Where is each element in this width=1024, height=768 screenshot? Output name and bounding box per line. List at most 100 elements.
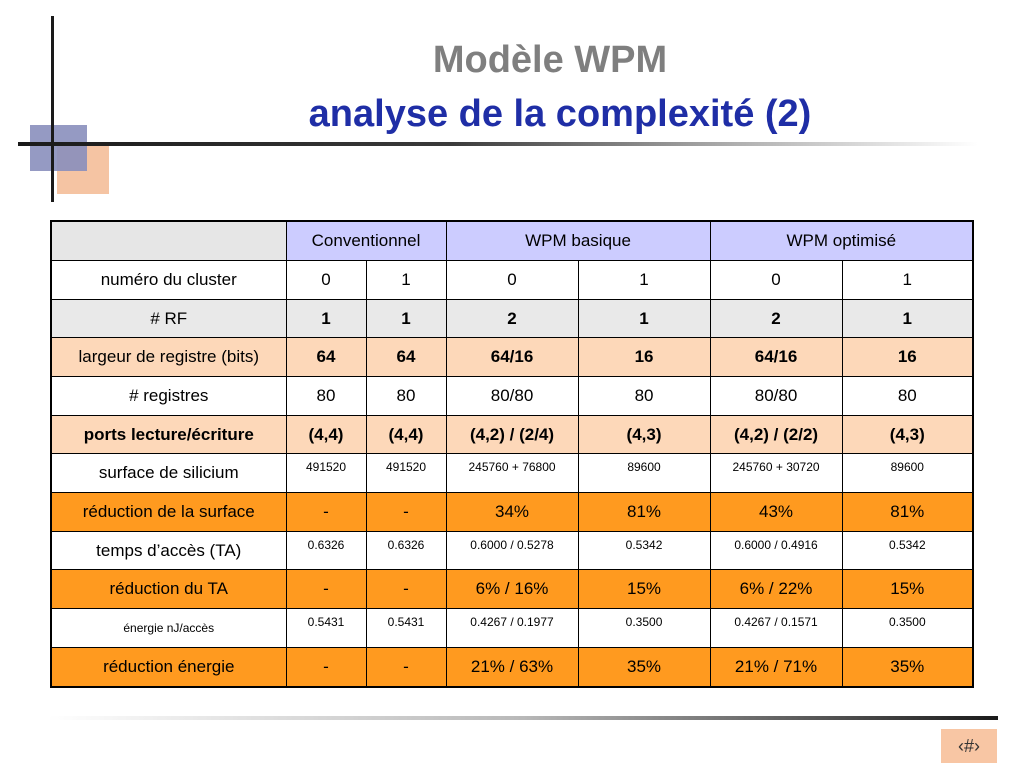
table-row: ports lecture/écriture (4,4) (4,4) (4,2) / … — [50, 414, 974, 455]
table-cell: 0.6000 / 0.5278 — [445, 530, 579, 571]
table-row: numéro du cluster 0 1 0 1 0 1 — [50, 260, 974, 300]
table-cell: 64 — [285, 337, 367, 378]
table-row: réduction de la surface - -34% 81% 43% 81% — [50, 492, 974, 532]
table-cell: 0.4267 / 0.1977 — [445, 608, 579, 648]
table-header-row: Conventionnel WPM basique WPM optimisé — [50, 220, 974, 262]
table-cell: 64/16 — [709, 337, 843, 378]
slide-subtitle: analyse de la complexité (2) — [308, 93, 812, 135]
table-cell: 0 — [445, 260, 579, 300]
row-label: surface de silicium — [50, 453, 287, 494]
table-cell: 81% — [577, 492, 711, 532]
table-cell: 1 — [285, 298, 367, 339]
row-label: largeur de registre (bits) — [50, 337, 287, 378]
table-cell: 0.3500 — [577, 608, 711, 648]
row-label: # RF — [50, 298, 287, 339]
table-cell: (4,3) — [577, 414, 711, 455]
table-cell: 80 — [365, 376, 447, 416]
table-cell: 245760 + 30720 — [709, 453, 843, 494]
table-row: énergie nJ/accès 0.5431 0.5431 0.4267 / 0.1… — [50, 608, 974, 648]
table-cell: (4,2) / (2/4) — [445, 414, 579, 455]
table-row: réduction du TA - -6% / 16% 15% 6% / 22% 15% — [50, 569, 974, 610]
table-cell: 43% — [709, 492, 843, 532]
table-cell: 2 — [709, 298, 843, 339]
table-cell: 81% — [841, 492, 974, 532]
table-cell: 1 — [841, 298, 974, 339]
table-cell: 0.4267 / 0.1571 — [709, 608, 843, 648]
row-label: ports lecture/écriture — [50, 414, 287, 455]
table-cell: 0.6000 / 0.4916 — [709, 530, 843, 571]
table-cell: - — [285, 646, 367, 688]
table-cell: 15% — [841, 569, 974, 610]
table-cell: 1 — [365, 298, 447, 339]
table-cell: 64 — [365, 337, 447, 378]
row-label: réduction énergie — [50, 646, 287, 688]
table-cell: (4,3) — [841, 414, 974, 455]
table-cell: - — [285, 492, 367, 532]
decorative-square-blue — [30, 125, 87, 171]
table-cell: 0.5431 — [365, 608, 447, 648]
table-cell: (4,2) / (2/2) — [709, 414, 843, 455]
slide-title: Modèle WPM — [432, 39, 668, 81]
table-cell: 80 — [577, 376, 711, 416]
table-row: réduction énergie - -21% / 63% 35% 21% / 71%… — [50, 646, 974, 688]
table-cell: 1 — [365, 260, 447, 300]
table-cell: 15% — [577, 569, 711, 610]
table-cell: 491520 — [285, 453, 367, 494]
table-cell: 80 — [285, 376, 367, 416]
table-cell: 0.6326 — [365, 530, 447, 571]
table-row: surface de silicium 491520 491520 245760 + … — [50, 453, 974, 494]
table-row: # registres 80 80 80/80 80 80/80 80 — [50, 376, 974, 416]
table-cell: 16 — [577, 337, 711, 378]
header-conventionnel: Conventionnel — [285, 220, 447, 262]
table-cell: 1 — [577, 260, 711, 300]
table-cell: 1 — [577, 298, 711, 339]
table-cell: 0.3500 — [841, 608, 974, 648]
table-cell: 2 — [445, 298, 579, 339]
table-cell: 0.5431 — [285, 608, 367, 648]
row-label: temps d’accès (TA) — [50, 530, 287, 571]
table-cell: 0.6326 — [285, 530, 367, 571]
decorative-horizontal-line — [18, 142, 978, 146]
row-label: # registres — [50, 376, 287, 416]
table-cell: - — [365, 646, 447, 688]
table-cell: 6% / 22% — [709, 569, 843, 610]
table-cell: 89600 — [841, 453, 974, 494]
table-cell: - — [365, 569, 447, 610]
table-cell: - — [285, 569, 367, 610]
table-cell: 1 — [841, 260, 974, 300]
table-cell: 21% / 63% — [445, 646, 579, 688]
table-row: temps d’accès (TA) 0.6326 0.6326 0.6000 / 0… — [50, 530, 974, 571]
page-number: ‹#› — [941, 729, 997, 763]
table-cell: 80/80 — [445, 376, 579, 416]
table-row: largeur de registre (bits) 64 64 64/16 16 64/… — [50, 337, 974, 378]
table-cell: 0.5342 — [577, 530, 711, 571]
row-label: réduction de la surface — [50, 492, 287, 532]
row-label: énergie nJ/accès — [50, 608, 287, 648]
table-cell: 21% / 71% — [709, 646, 843, 688]
decorative-bottom-line — [48, 716, 998, 720]
table-cell: 80/80 — [709, 376, 843, 416]
table-cell: 0 — [709, 260, 843, 300]
complexity-table: Conventionnel WPM basique WPM optimisé n… — [50, 220, 975, 688]
table-cell: 491520 — [365, 453, 447, 494]
table-cell: 34% — [445, 492, 579, 532]
table-cell: (4,4) — [365, 414, 447, 455]
table-cell: 35% — [577, 646, 711, 688]
table-cell: 0.5342 — [841, 530, 974, 571]
table-cell: 89600 — [577, 453, 711, 494]
row-label: numéro du cluster — [50, 260, 287, 300]
table-row: # RF 1 1 2 1 2 1 — [50, 298, 974, 339]
table-cell: 64/16 — [445, 337, 579, 378]
table-cell: - — [365, 492, 447, 532]
header-blank-cell — [50, 220, 287, 262]
table-cell: 6% / 16% — [445, 569, 579, 610]
table-cell: 16 — [841, 337, 974, 378]
table-cell: 35% — [841, 646, 974, 688]
table-cell: 0 — [285, 260, 367, 300]
header-wpm-optimise: WPM optimisé — [709, 220, 974, 262]
decorative-vertical-line — [51, 16, 54, 202]
row-label: réduction du TA — [50, 569, 287, 610]
table-cell: 80 — [841, 376, 974, 416]
table-cell: (4,4) — [285, 414, 367, 455]
header-wpm-basique: WPM basique — [445, 220, 711, 262]
